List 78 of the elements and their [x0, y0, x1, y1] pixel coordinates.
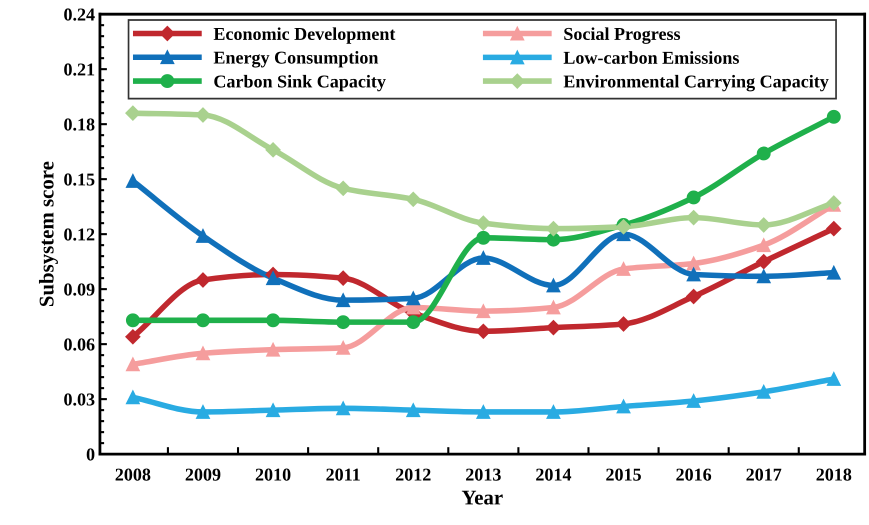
point	[826, 266, 841, 280]
point	[476, 251, 490, 265]
x-tick-label: 2015	[606, 468, 641, 481]
point	[756, 384, 771, 399]
y-tick-label: 0.12	[64, 228, 94, 241]
point	[336, 293, 350, 308]
point	[266, 403, 280, 418]
point	[196, 405, 210, 419]
point	[196, 313, 210, 328]
point	[616, 219, 632, 234]
x-tick-label: 2012	[396, 468, 431, 481]
point	[336, 340, 350, 355]
legend-label: Energy Consumption	[214, 51, 378, 68]
point	[266, 342, 280, 357]
point	[126, 357, 140, 372]
point	[126, 313, 140, 328]
point	[126, 390, 140, 404]
point	[826, 221, 842, 236]
legend-label: Carbon Sink Capacity	[214, 74, 386, 92]
point	[336, 315, 350, 330]
point	[756, 254, 772, 270]
point	[265, 142, 281, 158]
point	[196, 229, 210, 243]
point	[826, 372, 841, 386]
x-tick-label: 2008	[116, 468, 150, 481]
point	[336, 401, 350, 416]
y-tick-label: 0.18	[64, 118, 94, 131]
legend-label: Social Progress	[564, 27, 680, 44]
legend-label: Economic Development	[214, 27, 396, 44]
y-axis-title: Subsystem score	[38, 162, 58, 306]
legend-label: Low-carbon Emissions	[564, 51, 739, 64]
point	[686, 288, 702, 304]
y-tick-label: 0.15	[64, 173, 94, 186]
x-axis-title: Year	[462, 490, 503, 505]
point	[756, 146, 771, 160]
point	[616, 262, 630, 276]
point	[266, 271, 280, 286]
point	[266, 313, 280, 328]
x-tick-label: 2018	[816, 468, 852, 481]
x-tick-label: 2013	[466, 468, 501, 481]
x-tick-label: 2011	[326, 468, 360, 481]
point	[406, 192, 421, 207]
point	[546, 405, 560, 419]
x-tick-label: 2017	[746, 468, 782, 481]
point	[756, 269, 771, 284]
point	[195, 272, 211, 288]
point	[336, 270, 351, 286]
x-tick-label: 2009	[186, 468, 220, 481]
point	[616, 316, 632, 332]
point	[756, 238, 771, 252]
x-tick-label: 2016	[676, 468, 712, 481]
x-tick-label: 2010	[256, 468, 290, 481]
point	[546, 232, 560, 247]
point	[406, 291, 420, 306]
point	[546, 300, 560, 314]
y-tick-label: 0.03	[64, 393, 94, 406]
point	[476, 405, 490, 419]
point	[616, 400, 630, 414]
point	[476, 230, 490, 245]
x-tick-label: 2014	[536, 468, 572, 481]
y-tick-label: 0.06	[64, 338, 95, 351]
point	[686, 256, 701, 270]
point	[196, 346, 210, 360]
point	[686, 268, 701, 282]
point	[406, 403, 420, 418]
point	[476, 304, 490, 318]
point	[686, 394, 701, 408]
point	[125, 329, 140, 344]
point	[336, 180, 351, 196]
point	[476, 216, 491, 231]
point	[826, 110, 841, 124]
y-tick-label: 0.24	[64, 8, 95, 21]
y-tick-label: 0.21	[64, 63, 94, 76]
y-tick-label: 0	[86, 448, 94, 461]
legend-label: Environmental Carrying Capacity	[564, 74, 829, 92]
point	[546, 278, 560, 292]
point	[686, 190, 701, 204]
y-tick-label: 0.09	[64, 283, 94, 296]
